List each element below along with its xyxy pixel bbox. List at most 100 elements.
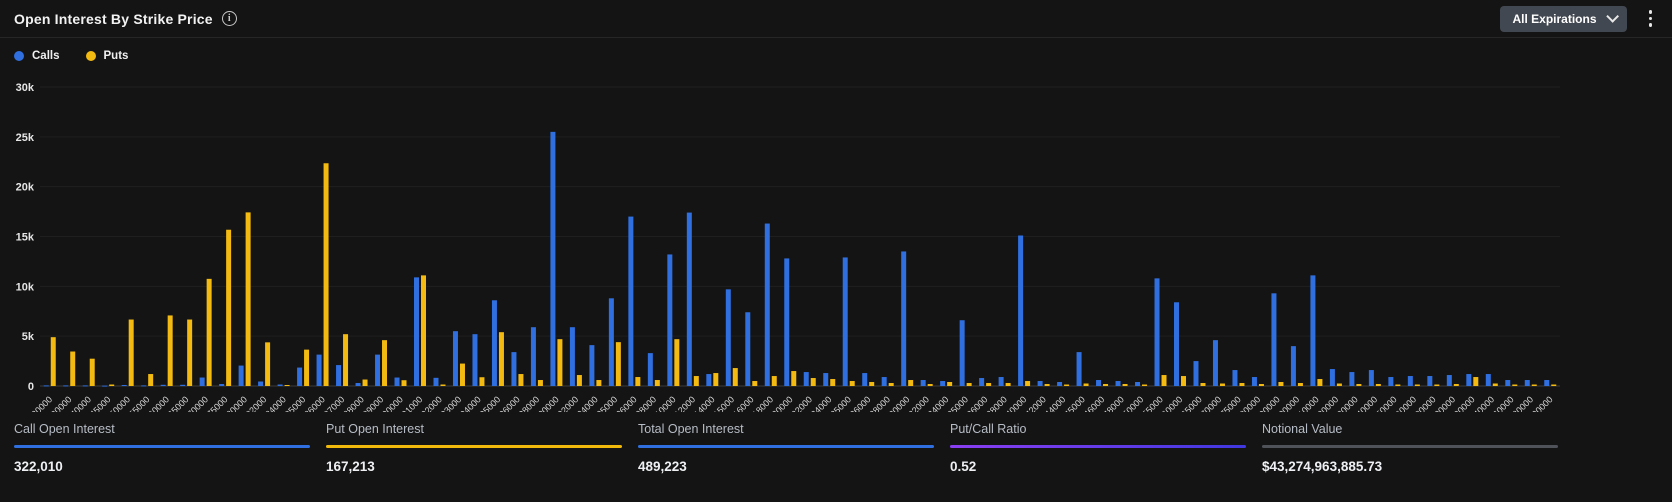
put-bar[interactable] [440, 384, 446, 386]
put-bar[interactable] [1551, 384, 1557, 386]
put-bar[interactable] [888, 383, 894, 386]
put-bar[interactable] [869, 382, 875, 386]
info-icon[interactable]: i [221, 11, 237, 26]
call-bar[interactable] [647, 353, 653, 386]
call-bar[interactable] [258, 381, 264, 386]
put-bar[interactable] [304, 349, 310, 386]
call-bar[interactable] [1037, 381, 1043, 386]
call-bar[interactable] [1076, 352, 1082, 386]
put-bar[interactable] [654, 380, 660, 386]
put-bar[interactable] [927, 384, 933, 386]
put-bar[interactable] [89, 358, 95, 386]
call-bar[interactable] [1193, 361, 1199, 386]
call-bar[interactable] [375, 354, 381, 386]
call-bar[interactable] [1349, 372, 1355, 386]
put-bar[interactable] [1453, 384, 1459, 386]
put-bar[interactable] [382, 340, 388, 386]
put-bar[interactable] [343, 334, 349, 386]
call-bar[interactable] [43, 385, 49, 387]
put-bar[interactable] [1142, 384, 1148, 386]
call-bar[interactable] [1407, 376, 1413, 386]
put-bar[interactable] [1414, 384, 1420, 386]
put-bar[interactable] [1473, 377, 1479, 386]
kebab-menu-icon[interactable] [1643, 8, 1659, 29]
put-bar[interactable] [615, 342, 621, 386]
call-bar[interactable] [784, 258, 790, 386]
put-bar[interactable] [70, 351, 76, 386]
call-bar[interactable] [1135, 382, 1141, 386]
call-bar[interactable] [628, 216, 634, 386]
call-bar[interactable] [1096, 380, 1102, 386]
call-bar[interactable] [394, 377, 400, 386]
put-bar[interactable] [128, 319, 134, 386]
call-bar[interactable] [433, 377, 439, 386]
call-bar[interactable] [1057, 382, 1063, 386]
call-bar[interactable] [686, 212, 692, 386]
call-bar[interactable] [277, 384, 283, 386]
put-bar[interactable] [1278, 382, 1284, 386]
put-bar[interactable] [1044, 384, 1050, 386]
call-bar[interactable] [823, 373, 829, 386]
call-bar[interactable] [336, 365, 342, 386]
put-bar[interactable] [537, 380, 543, 386]
put-bar[interactable] [557, 339, 563, 386]
put-bar[interactable] [1434, 384, 1440, 386]
call-bar[interactable] [550, 131, 556, 386]
put-bar[interactable] [1239, 383, 1245, 386]
put-bar[interactable] [479, 377, 485, 386]
put-bar[interactable] [265, 342, 271, 386]
call-bar[interactable] [63, 385, 69, 387]
legend-item-puts[interactable]: Puts [85, 50, 128, 62]
call-bar[interactable] [667, 254, 673, 386]
call-bar[interactable] [141, 385, 147, 387]
call-bar[interactable] [1174, 302, 1179, 386]
call-bar[interactable] [1251, 377, 1257, 386]
put-bar[interactable] [401, 380, 407, 386]
call-bar[interactable] [1310, 275, 1316, 386]
put-bar[interactable] [849, 381, 855, 386]
put-bar[interactable] [1219, 383, 1225, 386]
call-bar[interactable] [979, 378, 985, 386]
call-bar[interactable] [1524, 380, 1530, 386]
call-bar[interactable] [238, 365, 244, 386]
call-bar[interactable] [842, 257, 848, 386]
put-bar[interactable] [1258, 384, 1264, 386]
put-bar[interactable] [635, 377, 641, 386]
put-bar[interactable] [1083, 383, 1089, 386]
put-bar[interactable] [713, 373, 719, 386]
call-bar[interactable] [862, 373, 868, 386]
put-bar[interactable] [187, 319, 193, 386]
oi-by-strike-chart[interactable]: 0 5k 10k 15k 20k 25k 30k 20000 30000 40000 45000 50… [0, 72, 1672, 423]
call-bar[interactable] [803, 372, 809, 386]
put-bar[interactable] [947, 382, 953, 386]
call-bar[interactable] [1154, 278, 1160, 386]
put-bar[interactable] [1103, 384, 1109, 386]
call-bar[interactable] [472, 334, 478, 386]
put-bar[interactable] [109, 384, 115, 386]
put-bar[interactable] [206, 278, 212, 386]
call-bar[interactable] [1388, 377, 1394, 386]
put-bar[interactable] [284, 385, 290, 387]
put-bar[interactable] [693, 376, 699, 386]
put-bar[interactable] [810, 378, 816, 386]
call-bar[interactable] [297, 367, 303, 386]
call-bar[interactable] [706, 374, 712, 386]
call-bar[interactable] [569, 327, 575, 386]
call-bar[interactable] [998, 377, 1004, 386]
put-bar[interactable] [576, 375, 582, 386]
call-bar[interactable] [901, 251, 907, 386]
call-bar[interactable] [414, 277, 419, 386]
call-bar[interactable] [121, 385, 127, 387]
call-bar[interactable] [940, 381, 946, 386]
call-bar[interactable] [355, 383, 361, 386]
put-bar[interactable] [1336, 383, 1342, 386]
call-bar[interactable] [1271, 293, 1277, 386]
put-bar[interactable] [1200, 383, 1206, 386]
call-bar[interactable] [102, 385, 108, 387]
put-bar[interactable] [50, 337, 56, 386]
put-bar[interactable] [596, 380, 602, 386]
put-bar[interactable] [459, 363, 465, 386]
put-bar[interactable] [226, 229, 232, 386]
put-bar[interactable] [966, 383, 972, 386]
put-bar[interactable] [771, 376, 777, 386]
